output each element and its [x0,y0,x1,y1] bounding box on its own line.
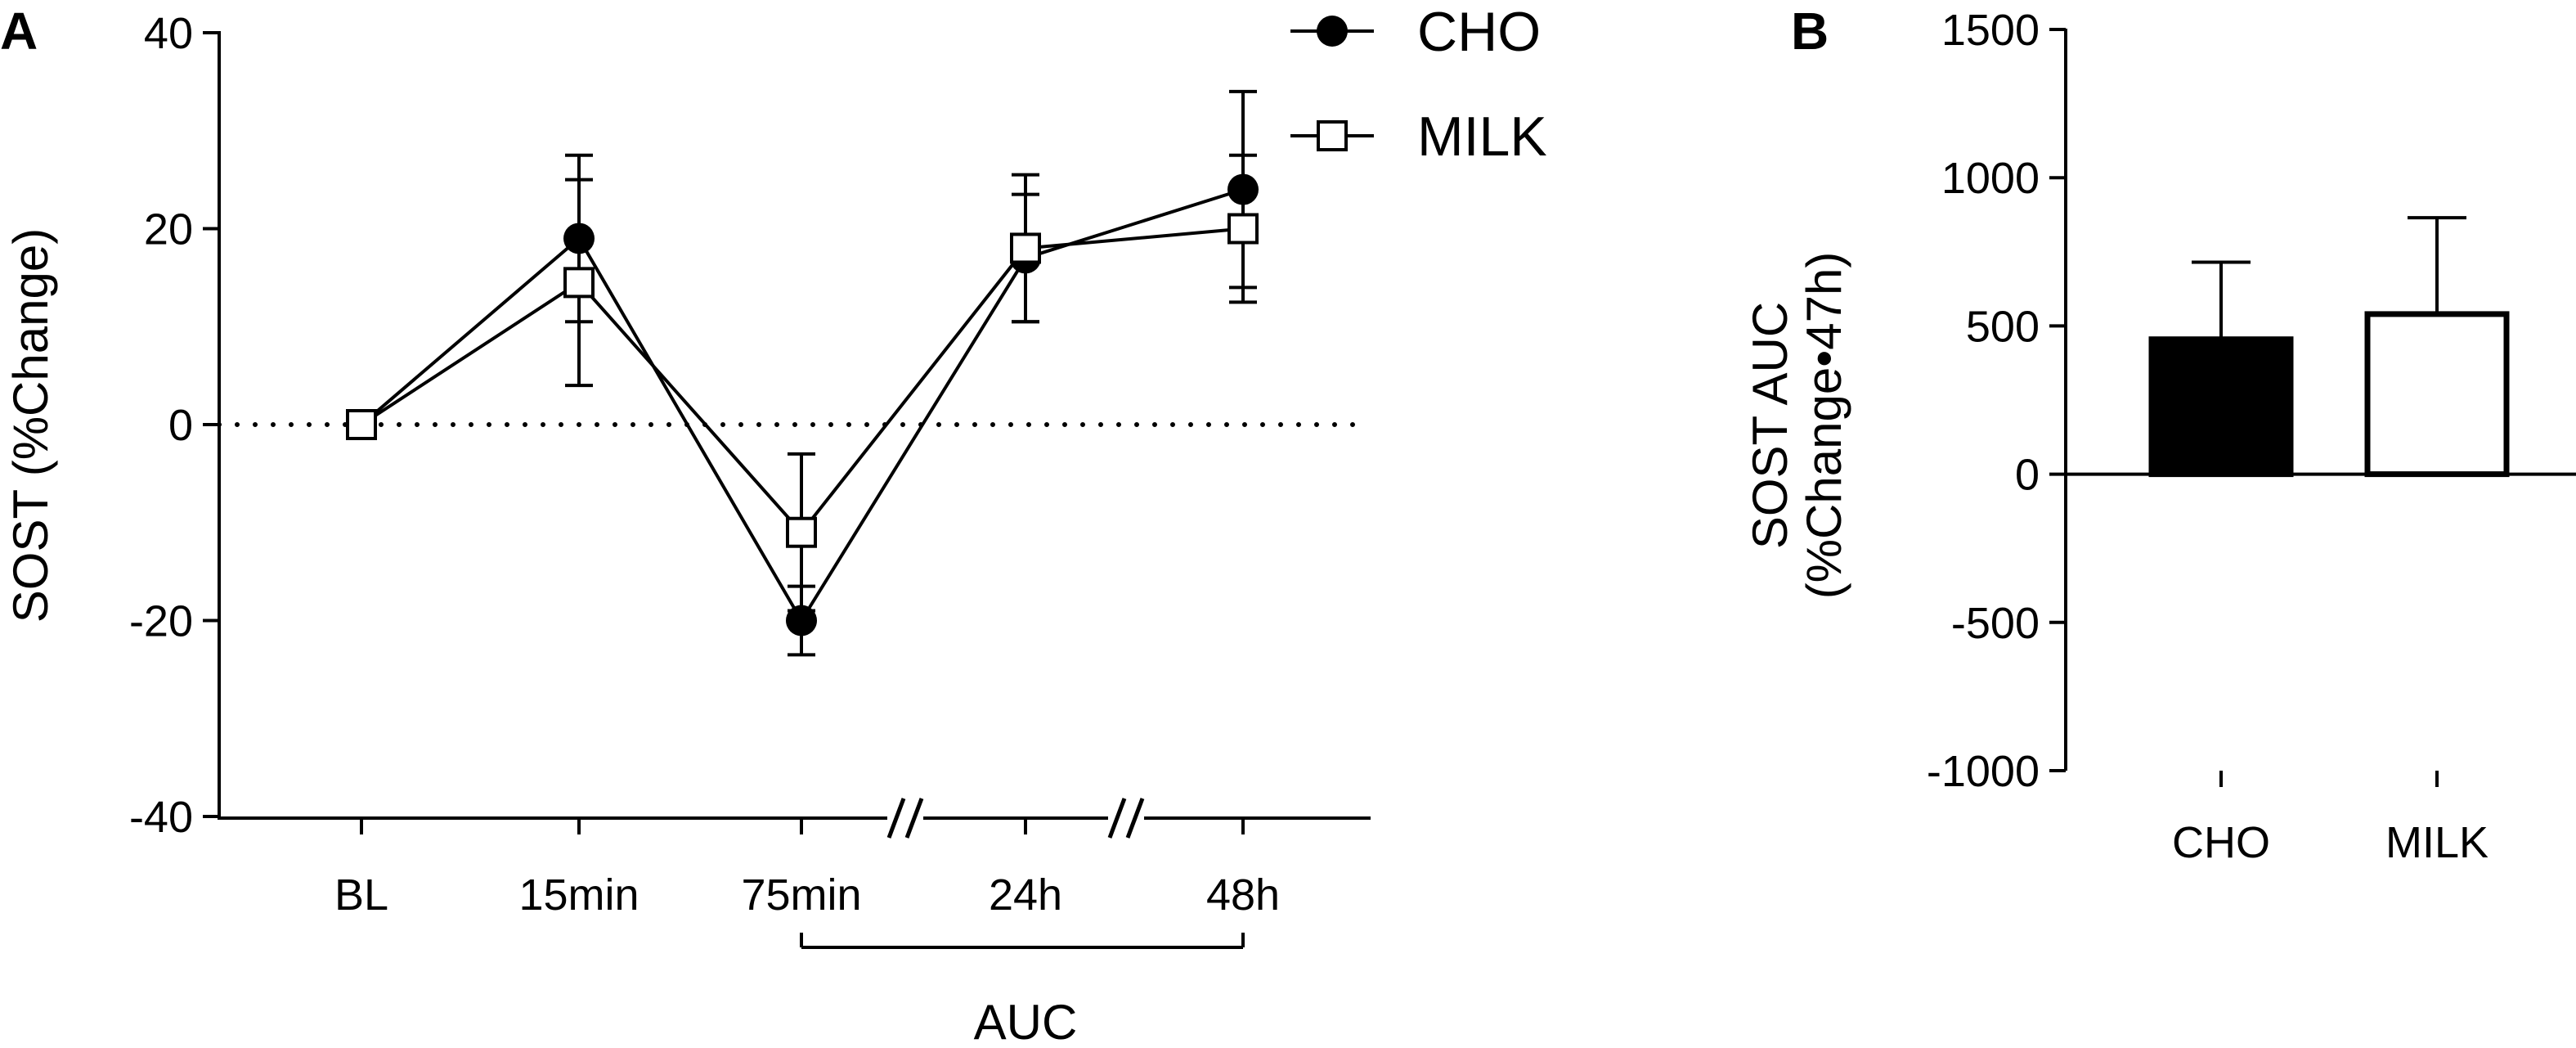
y-tick-label: -20 [129,597,193,646]
panel-b-bar-chart: B SOST AUC (%Change•47h) -1000 -500 0 500 10… [1743,2,2576,867]
data-point-cho [1227,173,1259,205]
x-tick-label-bl: BL [334,870,388,920]
panel-b-y-axis-title-line1: SOST AUC [1743,302,1797,549]
panel-a-y-axis-title: SOST (%Change) [3,228,58,623]
y-tick-label: 0 [2015,451,2040,500]
panel-a-axis-breaks [886,798,1145,839]
bar-milk [2364,311,2510,478]
data-point-cho [563,223,595,254]
axis-break-mark [886,798,924,839]
y-tick-label: 20 [144,205,193,254]
data-point-milk [1227,213,1259,245]
legend-marker-milk [1317,120,1348,151]
data-point-cho [786,605,817,636]
panel-a-y-ticks: -40 -20 0 20 40 [129,9,219,842]
axis-break-slash [1125,798,1145,839]
axis-break-slash [886,798,906,839]
axis-break-slash [904,798,924,839]
y-tick-label: 1000 [1941,154,2040,203]
markers-milk [346,213,1259,548]
panel-a-label: A [0,2,38,61]
y-tick-label: 500 [1966,302,2040,351]
auc-annotation-label: AUC [974,995,1078,1048]
y-tick-label: -500 [1951,599,2040,648]
data-point-milk [346,409,377,440]
panel-a-line-chart: A SOST (%Change) -40 -20 0 20 40 BL 15min 75mi… [0,1,1547,1048]
axis-break-slash [1107,798,1127,839]
legend-marker-cho [1317,16,1348,47]
bar-cho [2148,336,2294,478]
panel-a-series [346,89,1259,657]
data-point-milk [1010,232,1041,264]
data-point-milk [786,516,817,548]
x-tick-label-48h: 48h [1206,870,1280,920]
series-cho [360,89,1257,657]
panel-a-legend: CHO MILK [1290,1,1547,168]
x-tick-label-75min: 75min [741,870,861,920]
panel-b-x-ticks: CHO MILK [2172,771,2488,867]
axis-break-mark [1107,798,1145,839]
legend-label-milk: MILK [1417,106,1547,168]
data-point-milk [563,267,595,299]
panel-a-auc-bracket: AUC [800,933,1245,1048]
panel-b-y-axis-title: SOST AUC (%Change•47h) [1743,252,1851,600]
panel-a-x-ticks: BL 15min 75min 24h 48h [334,818,1280,920]
x-tick-label-cho: CHO [2172,818,2270,867]
y-tick-label: 0 [168,401,193,450]
legend-label-cho: CHO [1417,1,1541,63]
y-tick-label: -1000 [1927,747,2040,796]
y-tick-label: -40 [129,793,193,842]
y-tick-label: 40 [144,9,193,58]
x-tick-label-24h: 24h [989,870,1062,920]
panel-b-bars [2148,216,2510,478]
panel-b-y-axis-title-line2: (%Change•47h) [1797,252,1851,600]
error-bar-milk [2408,216,2466,314]
x-tick-label-milk: MILK [2385,818,2488,867]
error-bar-cho [2192,260,2251,340]
x-tick-label-15min: 15min [518,870,639,920]
panel-b-label: B [1791,2,1829,61]
y-tick-label: 1500 [1941,6,2040,55]
